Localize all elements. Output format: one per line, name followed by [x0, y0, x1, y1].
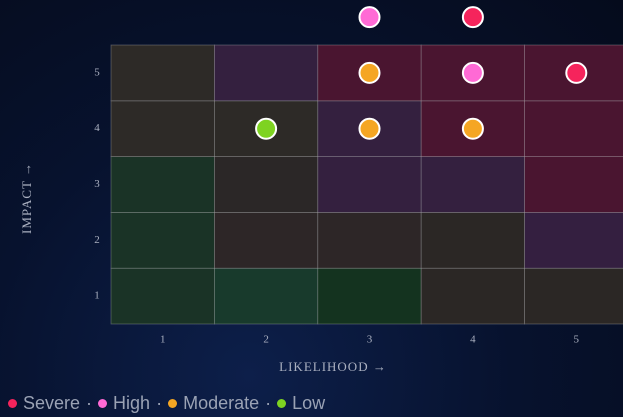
matrix-cell — [110, 100, 215, 158]
y-tick-label: 4 — [94, 122, 100, 134]
legend: Severe · High · Moderate · Low — [8, 393, 325, 414]
matrix-cell — [213, 44, 319, 102]
x-tick-label: 1 — [160, 334, 166, 346]
legend-entry: Severe — [8, 393, 80, 414]
risk-point — [255, 117, 278, 140]
matrix-cell — [317, 211, 422, 269]
legend-entry: High — [98, 393, 150, 414]
matrix-cell — [524, 156, 623, 213]
y-tick-label: 1 — [94, 290, 100, 302]
y-tick-label: 3 — [94, 178, 100, 190]
matrix-cell — [213, 156, 319, 213]
legend-entry: Low — [277, 393, 325, 414]
matrix-cell — [524, 267, 623, 325]
y-tick-label: 5 — [94, 66, 100, 78]
legend-swatch — [168, 399, 178, 408]
legend-label: Moderate — [183, 393, 260, 413]
matrix-cell — [213, 211, 319, 269]
legend-swatch — [98, 399, 108, 408]
risk-point — [461, 6, 484, 29]
matrix-cell — [420, 211, 526, 269]
risk-point — [358, 6, 381, 29]
risk-point — [358, 117, 381, 140]
y-tick-label: 2 — [94, 234, 100, 246]
risk-point — [461, 61, 484, 84]
x-tick-label: 5 — [574, 334, 580, 346]
matrix-cell — [420, 156, 526, 213]
matrix-cell — [420, 267, 526, 325]
legend-entry: Moderate — [168, 393, 259, 414]
matrix-cell — [524, 100, 623, 158]
x-axis-title: LIKELIHOOD → — [279, 359, 387, 374]
matrix-cell — [110, 156, 215, 213]
risk-point — [358, 61, 381, 84]
matrix-cell — [524, 211, 623, 269]
legend-label: High — [113, 393, 151, 413]
legend-separator: · — [156, 393, 163, 413]
legend-label: Severe — [23, 393, 81, 413]
legend-swatch — [8, 399, 17, 408]
matrix-cell — [110, 267, 215, 325]
x-tick-label: 3 — [367, 334, 373, 346]
y-axis-title: IMPACT → — [19, 162, 34, 234]
matrix-cell — [110, 44, 215, 102]
risk-point — [565, 61, 588, 84]
legend-separator: · — [265, 393, 272, 413]
matrix-cell — [317, 156, 422, 213]
matrix-cell — [317, 267, 422, 325]
risk-point — [461, 117, 484, 140]
x-tick-label: 2 — [263, 334, 269, 346]
legend-separator: · — [86, 393, 93, 413]
matrix-cell — [110, 211, 215, 269]
matrix-cell — [213, 267, 319, 325]
x-tick-label: 4 — [470, 334, 476, 346]
legend-swatch — [277, 399, 287, 408]
legend-label: Low — [292, 393, 326, 413]
